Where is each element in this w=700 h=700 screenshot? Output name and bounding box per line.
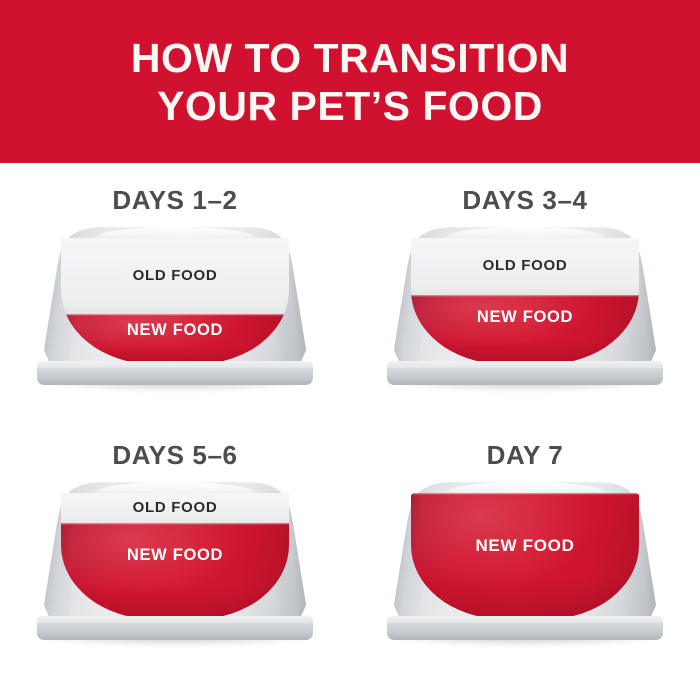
step-title-4: DAY 7 [486, 440, 564, 470]
bowl-base-top-face [37, 361, 313, 368]
transition-steps-grid: DAYS 1–2 OLD FOOD NEW FOOD DAYS 3–4 [0, 163, 700, 700]
transition-step-3: DAYS 5–6 OLD FOOD NEW FOOD [0, 418, 350, 686]
transition-step-4: DAY 7 NEW FOOD [350, 418, 700, 686]
old-food-label: OLD FOOD [132, 266, 218, 284]
page-title-line-2: YOUR PET’S FOOD [157, 82, 543, 129]
new-food-label: NEW FOOD [475, 535, 575, 555]
new-food-label: NEW FOOD [126, 545, 224, 564]
bowl-base-top-face [37, 616, 313, 623]
bowl-base-top-face [387, 616, 663, 623]
old-food-label: OLD FOOD [482, 257, 568, 275]
bowl-food-well: OLD FOOD NEW FOOD [61, 493, 289, 619]
step-title-3: DAYS 5–6 [112, 440, 238, 470]
new-food-layer [411, 294, 639, 364]
new-food-label: NEW FOOD [126, 320, 224, 339]
bowl-base [387, 616, 663, 640]
page-title-line-1: HOW TO TRANSITION [130, 34, 570, 81]
bowl-base [37, 361, 313, 385]
bowl-rim-highlight [445, 227, 605, 240]
bowl-rim-highlight [445, 482, 605, 495]
pet-food-bowl-1: OLD FOOD NEW FOOD [35, 225, 315, 393]
new-food-layer [61, 523, 289, 619]
page-bottom-rule [0, 697, 700, 700]
transition-step-2: DAYS 3–4 OLD FOOD NEW FOOD [350, 163, 700, 431]
bowl-rim-highlight [95, 227, 255, 240]
step-title-2: DAYS 3–4 [462, 185, 588, 215]
bowl-food-well: OLD FOOD NEW FOOD [411, 238, 639, 364]
bowl-food-well: NEW FOOD [411, 493, 639, 619]
pet-food-bowl-2: OLD FOOD NEW FOOD [385, 225, 665, 393]
new-food-label: NEW FOOD [476, 308, 574, 327]
bowl-rim-highlight [95, 482, 255, 495]
bowl-food-well: OLD FOOD NEW FOOD [61, 238, 289, 364]
pet-food-bowl-4: NEW FOOD [385, 480, 665, 648]
new-food-layer [61, 313, 289, 364]
old-food-label: OLD FOOD [132, 499, 218, 517]
step-title-1: DAYS 1–2 [112, 185, 238, 215]
bowl-base [387, 361, 663, 385]
old-food-layer [411, 238, 639, 295]
bowl-base-top-face [387, 361, 663, 368]
bowl-base [37, 616, 313, 640]
pet-food-bowl-3: OLD FOOD NEW FOOD [35, 480, 315, 648]
new-food-layer [411, 493, 639, 619]
transition-step-1: DAYS 1–2 OLD FOOD NEW FOOD [0, 163, 350, 431]
header-banner: HOW TO TRANSITION YOUR PET’S FOOD [0, 0, 700, 163]
old-food-layer [61, 493, 289, 524]
old-food-layer [61, 238, 289, 314]
